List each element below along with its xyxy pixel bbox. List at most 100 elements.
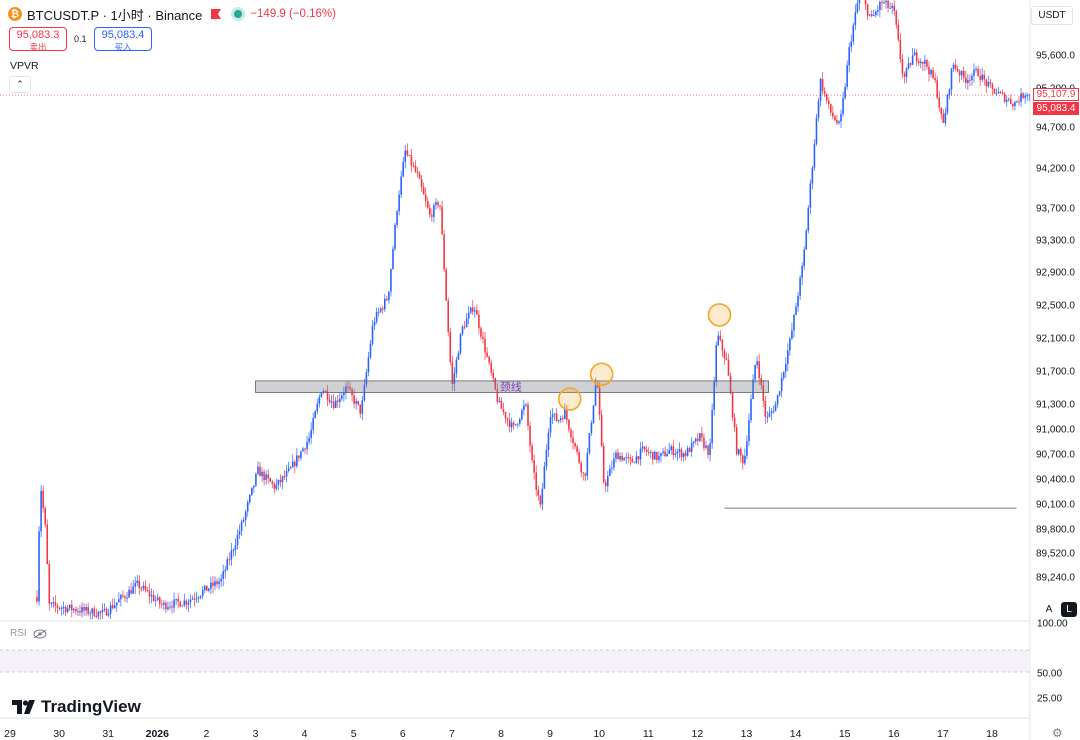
candle-body xyxy=(838,121,840,124)
candle-body xyxy=(371,325,374,344)
candle-body xyxy=(731,393,734,418)
candle xyxy=(999,90,1002,94)
candle xyxy=(93,605,96,618)
log-scale-button[interactable]: L xyxy=(1061,602,1077,617)
candle-body xyxy=(394,225,396,249)
candle-body xyxy=(158,597,161,604)
rsi-tick-label: 50.00 xyxy=(1037,669,1062,680)
candle-body xyxy=(140,588,143,590)
candle xyxy=(952,62,955,73)
candle-body xyxy=(901,59,904,74)
candle-body xyxy=(267,474,269,479)
candle xyxy=(883,0,885,4)
candle xyxy=(625,452,628,465)
price-change: −149.9 (−0.16%) xyxy=(250,8,336,20)
candle xyxy=(216,578,218,588)
candle-body xyxy=(318,396,321,404)
candle xyxy=(91,607,94,620)
candle-body xyxy=(772,411,775,413)
candle-body xyxy=(381,308,384,310)
candle xyxy=(854,4,857,31)
candle xyxy=(717,331,720,347)
candle-body xyxy=(154,599,157,601)
candle xyxy=(782,371,785,381)
currency-selector[interactable]: USDT xyxy=(1031,6,1073,25)
buy-button[interactable]: 95,083.4 买入 xyxy=(94,27,152,52)
sell-button[interactable]: 95,083.3 卖出 xyxy=(9,27,67,52)
candle-body xyxy=(564,409,566,420)
candle xyxy=(989,78,992,88)
candle xyxy=(723,347,726,365)
time-tick-label: 4 xyxy=(302,728,308,740)
candle-body xyxy=(635,456,638,463)
candle xyxy=(983,70,986,86)
candle xyxy=(727,353,730,376)
candle xyxy=(373,317,376,330)
candle-body xyxy=(91,608,94,614)
candle xyxy=(547,428,550,458)
collapse-indicators-button[interactable]: ⌃ xyxy=(9,76,31,93)
candle-body xyxy=(120,595,122,600)
candle xyxy=(621,452,623,462)
candle-body xyxy=(682,453,685,458)
candle-body xyxy=(576,446,578,453)
candle xyxy=(948,88,951,100)
candle xyxy=(471,300,474,316)
candle-body xyxy=(293,461,296,467)
flag-icon[interactable] xyxy=(210,8,222,20)
candle xyxy=(598,382,601,421)
candle-body xyxy=(739,449,742,456)
candle-body xyxy=(817,100,820,118)
candle xyxy=(950,67,953,96)
candle-body xyxy=(279,479,282,483)
rsi-pane-label[interactable]: RSI xyxy=(10,628,47,639)
candle xyxy=(1007,97,1010,102)
candle xyxy=(343,386,345,402)
candle-body xyxy=(488,356,490,363)
candle-body xyxy=(954,64,957,69)
candle xyxy=(656,451,658,464)
candle-body xyxy=(899,39,902,60)
time-axis[interactable]: 29 30 31 2026 2 3 4 5 6 7 8 9 10 11 12 13 14 15 16 17 18 xyxy=(4,728,998,740)
candle xyxy=(171,600,173,614)
candle xyxy=(447,297,450,337)
candle xyxy=(879,0,881,18)
candle-body xyxy=(418,173,421,179)
candle xyxy=(338,392,341,409)
candle xyxy=(120,593,122,607)
candle xyxy=(926,58,928,70)
candle-body xyxy=(435,202,437,206)
candle-body xyxy=(89,613,91,615)
candle xyxy=(150,588,153,604)
candle-body xyxy=(328,399,331,403)
candle xyxy=(494,377,497,391)
candle-body xyxy=(797,295,799,307)
candle-body xyxy=(707,445,709,456)
candle xyxy=(175,598,177,606)
candle xyxy=(641,441,644,453)
candle-body xyxy=(459,333,462,354)
candle xyxy=(909,62,912,68)
candle-body xyxy=(99,611,102,613)
candle xyxy=(118,592,120,603)
candle-body xyxy=(208,588,210,591)
candle-body xyxy=(600,414,603,446)
settings-gear-icon[interactable]: ⚙ xyxy=(1052,726,1063,740)
candle xyxy=(169,601,171,611)
candle-body xyxy=(778,391,781,396)
candle-body xyxy=(240,521,243,531)
candle-body xyxy=(111,605,114,609)
candle xyxy=(672,439,675,460)
candle xyxy=(512,420,515,431)
candle-body xyxy=(324,391,327,393)
candle xyxy=(881,0,883,11)
candle-body xyxy=(570,429,572,438)
auto-scale-button[interactable]: A xyxy=(1045,604,1053,615)
symbol-header[interactable]: ₿ BTCUSDT.P · 1小时 · Binance −149.9 (−0.1… xyxy=(8,6,336,23)
candle xyxy=(688,446,691,453)
candle xyxy=(510,417,513,433)
eye-hidden-icon[interactable] xyxy=(33,629,47,639)
vpvr-indicator-label[interactable]: VPVR xyxy=(10,60,39,72)
candle xyxy=(958,69,961,83)
